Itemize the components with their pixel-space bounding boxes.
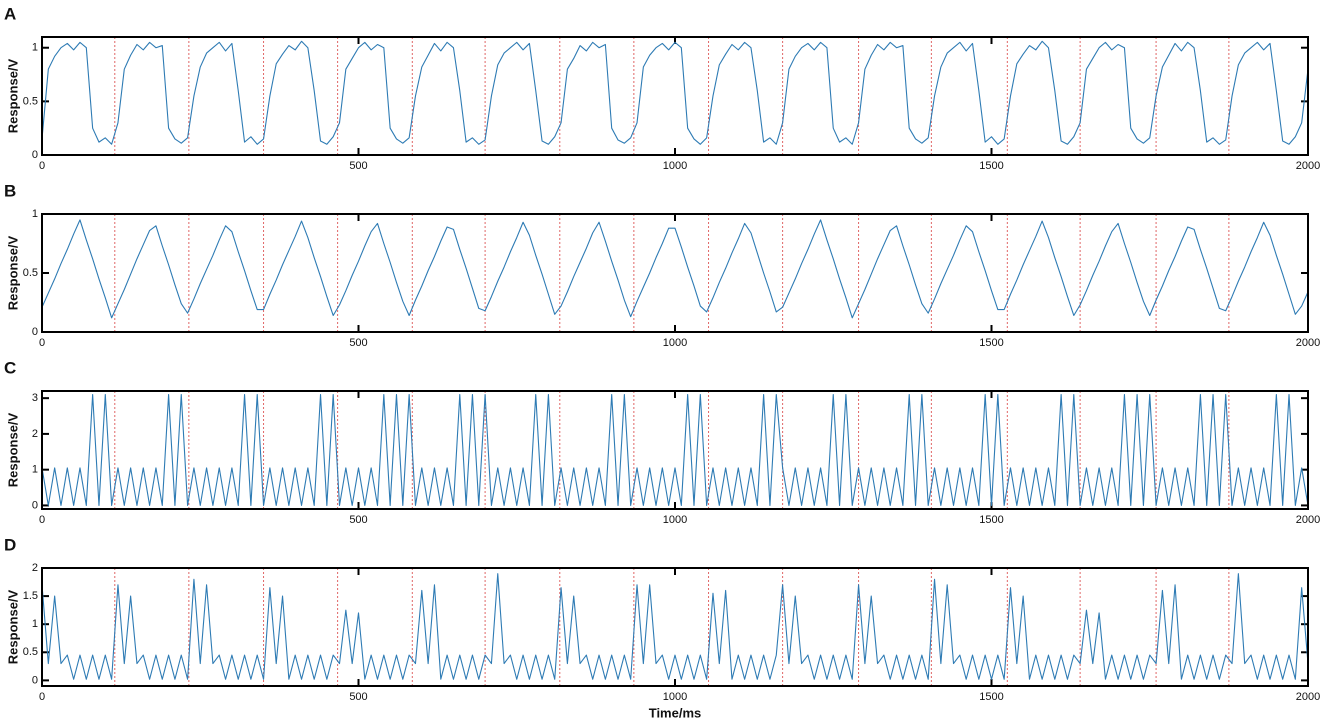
y-axis-label: Response/V — [5, 412, 20, 487]
x-tick-label: 1000 — [663, 514, 687, 526]
signal-line — [41, 394, 1309, 506]
x-tick-label: 1000 — [663, 691, 687, 703]
x-tick-label: 1500 — [979, 691, 1003, 703]
x-tick-label: 2000 — [1296, 160, 1320, 172]
signal-line — [41, 219, 1309, 319]
axes-frame — [41, 213, 1309, 333]
x-tick-label: 0 — [39, 691, 45, 703]
y-tick-label: 2 — [32, 428, 38, 440]
panel-label: A — [4, 4, 16, 23]
y-tick-label: 0.5 — [23, 267, 38, 279]
y-tick-label: 1 — [32, 42, 38, 54]
signal-line — [41, 573, 1309, 680]
x-tick-label: 1000 — [663, 160, 687, 172]
x-tick-label: 500 — [349, 514, 367, 526]
x-tick-label: 0 — [39, 160, 45, 172]
x-tick-label: 2000 — [1296, 337, 1320, 349]
x-tick-label: 2000 — [1296, 691, 1320, 703]
y-axis-label: Response/V — [5, 589, 20, 664]
panel-label: B — [4, 181, 16, 200]
panel-label: D — [4, 535, 16, 554]
y-tick-label: 2 — [32, 562, 38, 574]
x-tick-label: 2000 — [1296, 514, 1320, 526]
y-tick-label: 3 — [32, 392, 38, 404]
panel-label: C — [4, 358, 16, 377]
axes-frame — [41, 567, 1309, 687]
y-tick-label: 0 — [32, 326, 38, 338]
y-tick-label: 1.5 — [23, 590, 38, 602]
y-tick-label: 1 — [32, 464, 38, 476]
y-tick-label: 0.5 — [23, 95, 38, 107]
y-tick-label: 0 — [32, 499, 38, 511]
y-tick-label: 0.5 — [23, 646, 38, 658]
y-tick-label: 0 — [32, 149, 38, 161]
y-tick-label: 1 — [32, 208, 38, 220]
x-tick-label: 1000 — [663, 337, 687, 349]
y-tick-label: 0 — [32, 674, 38, 686]
signal-line — [41, 40, 1309, 145]
x-tick-label: 500 — [349, 160, 367, 172]
x-tick-label: 500 — [349, 337, 367, 349]
x-tick-label: 1500 — [979, 337, 1003, 349]
x-axis-label: Time/ms — [649, 705, 702, 720]
x-tick-label: 1500 — [979, 514, 1003, 526]
y-axis-label: Response/V — [5, 235, 20, 310]
x-tick-label: 0 — [39, 514, 45, 526]
y-axis-label: Response/V — [5, 58, 20, 133]
axes-frame — [41, 390, 1309, 510]
axes-frame — [41, 36, 1309, 156]
x-tick-label: 1500 — [979, 160, 1003, 172]
x-tick-label: 500 — [349, 691, 367, 703]
x-tick-label: 0 — [39, 337, 45, 349]
y-tick-label: 1 — [32, 618, 38, 630]
